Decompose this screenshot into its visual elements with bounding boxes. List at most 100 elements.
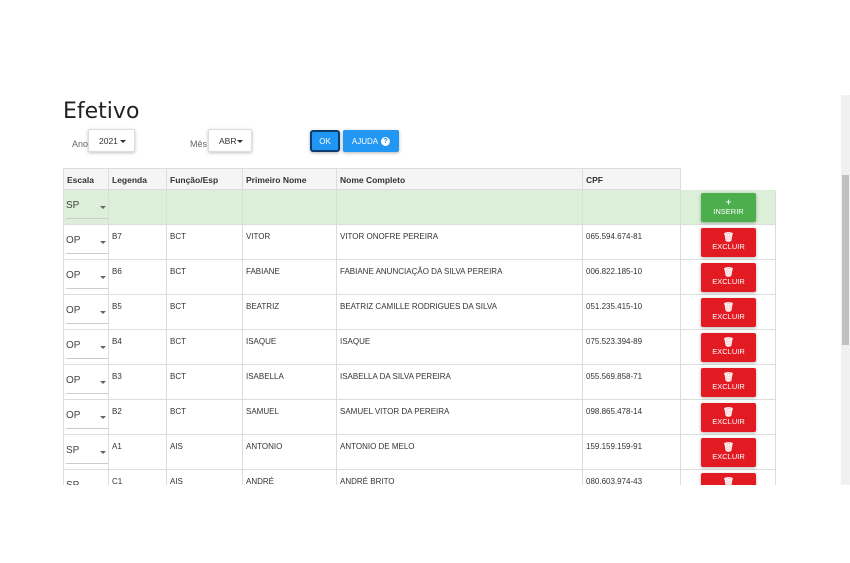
plus-icon: + [725,197,732,208]
help-button[interactable]: AJUDA ? [343,130,399,152]
question-icon: ? [381,136,391,146]
escala-select[interactable]: SP [66,195,108,219]
delete-label: EXCLUIR [712,347,745,357]
legenda-cell: B5 [109,295,167,329]
escala-select[interactable]: OP [66,335,108,359]
mes-label: Mês [190,139,208,149]
funcao-cell: BCT [167,295,243,329]
header-funcao: Função/Esp [167,169,243,190]
delete-button[interactable]: 🗑EXCLUIR [701,438,756,467]
escala-cell: OP [64,365,109,399]
ok-button[interactable]: OK [310,130,340,152]
escala-cell: OP [64,225,109,259]
mes-value: ABR [219,135,237,146]
delete-button[interactable]: 🗑EXCLUIR [701,403,756,432]
caret-down-icon [100,381,106,384]
primeiro-nome-input-cell[interactable] [243,190,337,224]
content-viewport: Efetivo Ano 2021 Mês ABR OK AJUDA ? Esca… [0,95,850,485]
escala-cell: OP [64,400,109,434]
table-row: OP B7 BCT VITOR VITOR ONOFRE PEREIRA 065.594.… [63,225,776,260]
funcao-cell: BCT [167,225,243,259]
escala-cell: OP [64,295,109,329]
insert-label: INSERIR [713,207,744,217]
header-escala: Escala [63,169,109,190]
table-row: SP A1 AIS ANTONIO ANTONIO DE MELO 159.159.159… [63,435,776,470]
legenda-cell: B4 [109,330,167,364]
trash-icon: 🗑 [722,407,735,418]
cpf-cell: 006.822.185-10 [583,260,681,294]
delete-button[interactable]: 🗑EXCLUIR [701,228,756,257]
vertical-scrollbar[interactable] [841,95,850,485]
nome-completo-input-cell[interactable] [337,190,583,224]
caret-down-icon [100,451,106,454]
escala-select[interactable]: OP [66,230,108,254]
table-row: OP B6 BCT FABIANE FABIANE ANUNCIAÇÃO DA SILV… [63,260,776,295]
nome-completo-cell: VITOR ONOFRE PEREIRA [337,225,583,259]
legenda-input-cell[interactable] [109,190,167,224]
escala-select[interactable]: OP [66,405,108,429]
escala-value: OP [66,235,81,246]
escala-cell: SP [64,190,109,224]
primeiro-nome-cell: ANDRÉ [243,470,337,485]
delete-button[interactable]: 🗑EXCLUIR [701,263,756,292]
delete-label: EXCLUIR [712,242,745,252]
ano-select[interactable]: 2021 [88,129,135,152]
legenda-cell: C1 [109,470,167,485]
ano-label: Ano [72,139,89,149]
escala-cell: OP [64,260,109,294]
delete-button[interactable]: 🗑EXCLUIR [701,298,756,327]
funcao-cell: AIS [167,470,243,485]
escala-value: OP [66,375,81,386]
escala-select[interactable]: SP [66,475,108,485]
delete-label: EXCLUIR [712,382,745,392]
delete-button[interactable]: 🗑EXCLUIR [701,368,756,397]
cpf-input-cell[interactable] [583,190,681,224]
primeiro-nome-cell: SAMUEL [243,400,337,434]
escala-select[interactable]: OP [66,300,108,324]
delete-button[interactable]: 🗑EXCLUIR [701,333,756,362]
ano-value: 2021 [99,135,118,146]
escala-value: OP [66,270,81,281]
nome-completo-cell: BEATRIZ CAMILLE RODRIGUES DA SILVA [337,295,583,329]
table-header: Escala Legenda Função/Esp Primeiro Nome … [63,168,681,190]
mes-select[interactable]: ABR [208,129,252,152]
legenda-cell: B6 [109,260,167,294]
page-title: Efetivo [63,99,140,124]
nome-completo-cell: FABIANE ANUNCIAÇÃO DA SILVA PEREIRA [337,260,583,294]
table-row: OP B4 BCT ISAQUE ISAQUE 075.523.394-89 🗑 EXCLUI… [63,330,776,365]
nome-completo-cell: ISABELLA DA SILVA PEREIRA [337,365,583,399]
escala-cell: SP [64,435,109,469]
cpf-cell: 065.594.674-81 [583,225,681,259]
insert-button[interactable]: + INSERIR [701,193,756,222]
nome-completo-cell: ISAQUE [337,330,583,364]
nome-completo-cell: ANTONIO DE MELO [337,435,583,469]
delete-button[interactable]: 🗑EXCLUIR [701,473,756,485]
delete-label: EXCLUIR [712,417,745,427]
header-nome-completo: Nome Completo [337,169,583,190]
escala-value: SP [66,445,80,456]
cpf-cell: 051.235.415-10 [583,295,681,329]
legenda-cell: B3 [109,365,167,399]
escala-select[interactable]: OP [66,370,108,394]
trash-icon: 🗑 [722,267,735,278]
legenda-cell: A1 [109,435,167,469]
escala-select[interactable]: SP [66,440,108,464]
help-label: AJUDA [351,136,379,146]
delete-label: EXCLUIR [712,452,745,462]
table-row: OP B5 BCT BEATRIZ BEATRIZ CAMILLE RODRIGUES … [63,295,776,330]
escala-select[interactable]: OP [66,265,108,289]
caret-down-icon [100,346,106,349]
caret-down-icon [120,140,126,143]
header-cpf: CPF [583,169,681,190]
scrollbar-thumb[interactable] [842,175,849,345]
funcao-input-cell[interactable] [167,190,243,224]
primeiro-nome-cell: FABIANE [243,260,337,294]
primeiro-nome-cell: VITOR [243,225,337,259]
caret-down-icon [100,241,106,244]
escala-value: OP [66,305,81,316]
cpf-cell: 075.523.394-89 [583,330,681,364]
caret-down-icon [100,416,106,419]
delete-label: EXCLUIR [712,312,745,322]
escala-cell: SP [64,470,109,485]
